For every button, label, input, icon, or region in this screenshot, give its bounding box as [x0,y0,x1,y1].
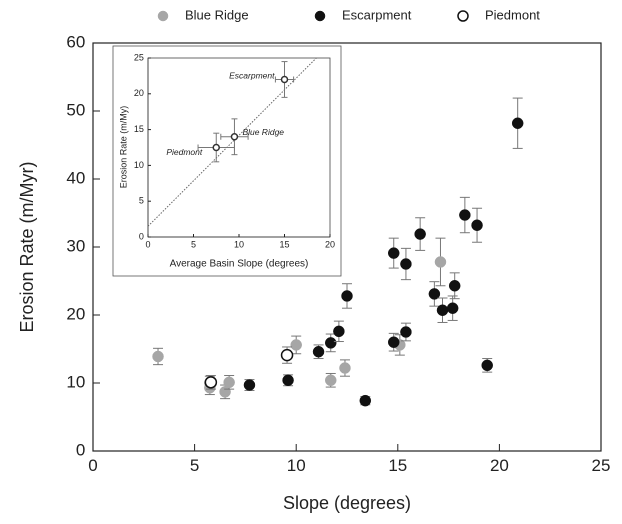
x-tick-label: 20 [490,456,509,475]
y-tick-label: 50 [66,100,85,119]
inset-frame [112,45,342,277]
x-tick-label: 0 [145,239,150,249]
point [204,376,218,389]
point [434,256,447,268]
point [400,258,412,270]
legend-label: Blue Ridge [185,7,249,22]
point [359,394,372,407]
y-axis-label: Erosion Rate (m/Myr) [17,161,37,332]
y-tick-label: 20 [66,304,85,323]
point [448,280,461,292]
inset-y-label: Erosion Rate (m/My) [118,106,128,189]
y-tick-label: 5 [139,196,144,206]
point [230,133,239,141]
point [282,374,294,387]
y-tick-label: 20 [134,88,144,98]
point [212,143,220,152]
point [471,219,483,231]
legend-label: Piedmont [485,7,540,22]
x-tick-label: 5 [191,239,196,249]
legend-marker [314,10,326,22]
point-label: Blue Ridge [242,127,284,137]
y-tick-label: 10 [66,372,85,391]
x-tick-label: 20 [325,239,335,249]
point-label: Escarpment [229,71,275,81]
inset-x-label: Average Basin Slope (degrees) [170,259,309,270]
point [387,247,400,259]
point [459,209,471,221]
x-tick-label: 25 [592,456,611,475]
point [428,288,441,300]
y-tick-label: 60 [66,32,85,51]
point [446,302,459,314]
point [324,337,337,349]
point [339,362,351,374]
y-tick-label: 0 [139,231,144,241]
x-tick-label: 5 [190,456,199,475]
point [341,290,353,302]
x-tick-label: 0 [88,456,97,475]
point [333,325,345,338]
trend-line [147,57,317,227]
point [324,374,337,387]
y-tick-label: 25 [134,52,144,62]
legend-marker [157,10,169,22]
point [414,228,426,240]
point [511,117,524,129]
y-tick-label: 40 [66,168,85,187]
point [436,304,449,316]
point [290,339,302,351]
point [223,376,235,389]
point [243,379,256,391]
y-tick-label: 30 [66,236,85,255]
point [481,359,493,372]
point [400,326,412,338]
point [312,345,325,358]
x-tick-label: 15 [388,456,407,475]
point [280,75,289,84]
y-tick-label: 15 [134,124,144,134]
point [152,350,164,363]
legend-marker [457,10,469,22]
x-tick-label: 10 [287,456,306,475]
x-tick-label: 10 [234,239,244,249]
x-tick-label: 15 [279,239,289,249]
point [280,348,294,362]
point-label: Piedmont [166,147,203,157]
legend-label: Escarpment [342,7,412,22]
y-tick-label: 0 [76,440,85,459]
point [387,336,400,348]
y-tick-label: 10 [134,160,144,170]
x-axis-label: Slope (degrees) [283,493,411,513]
